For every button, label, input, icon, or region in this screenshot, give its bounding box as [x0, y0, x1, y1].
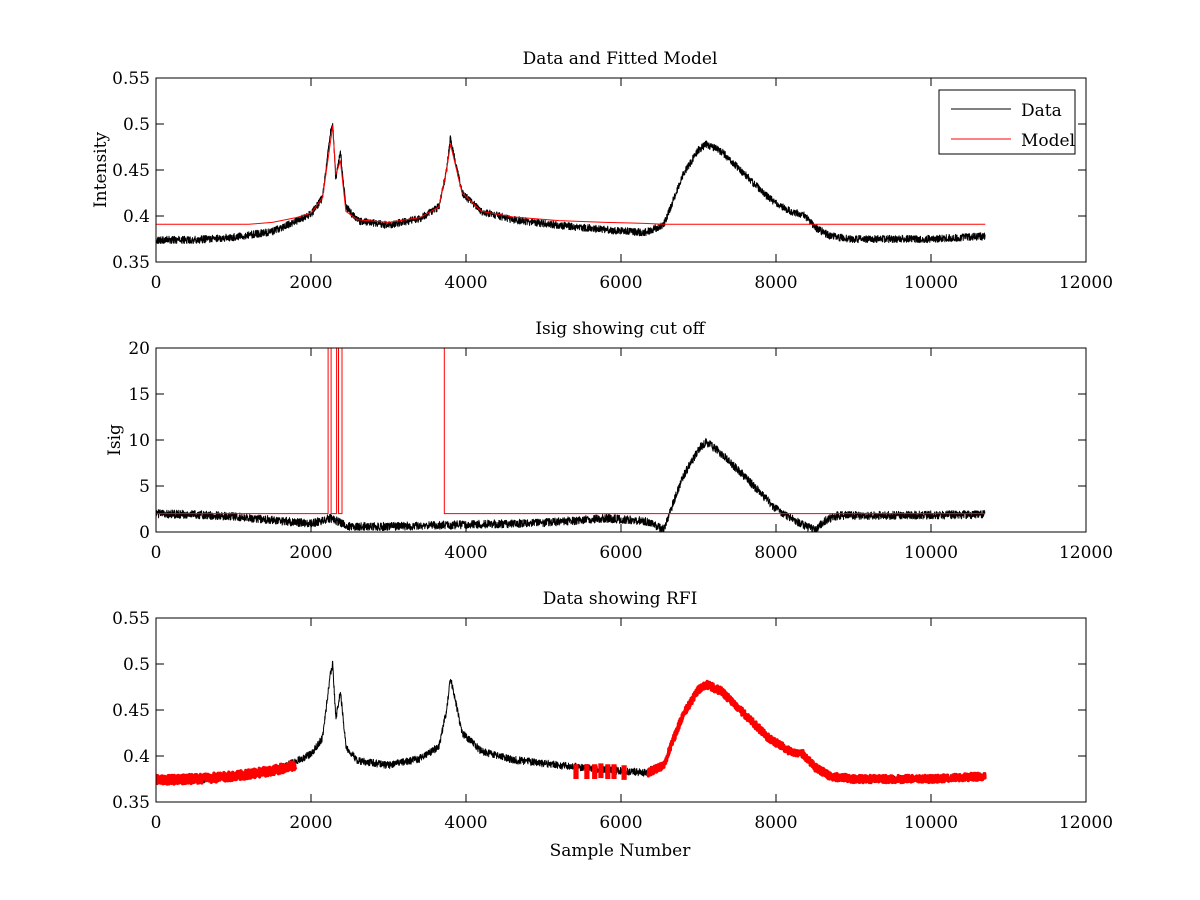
panel-2-ytick-label: 5: [139, 477, 150, 497]
panel-3-ytick-label: 0.35: [112, 793, 150, 813]
panel-1-legend: Data Model: [938, 89, 1076, 155]
panel-1-ytick-label: 0.35: [112, 253, 150, 273]
panel-2-ylabel: Isig: [105, 424, 125, 456]
panel-2-xtick-label: 2000: [289, 543, 332, 563]
panel-3-xtick-label: 8000: [754, 813, 797, 833]
panel-3-series-3: [646, 679, 987, 785]
panel-3-series-4: [573, 763, 627, 780]
panel-3-xtick-label: 10000: [904, 813, 958, 833]
panel-3-plot: [156, 660, 987, 786]
panel-2-xtick-label: 0: [151, 543, 162, 563]
panel-2-ticks: 0 2000 4000 6000 8000 10000 12000 0 5 10 15 20: [128, 339, 1113, 563]
panel-2-xtick-label: 12000: [1059, 543, 1113, 563]
panel-2-xtick-label: 8000: [754, 543, 797, 563]
legend-model-label: Model: [1021, 131, 1075, 151]
panel-1-ytick-label: 0.55: [112, 69, 150, 89]
panel-1-series-2: [156, 125, 986, 225]
panel-1-series-1: [156, 123, 986, 245]
panel-1-xtick-label: 0: [151, 273, 162, 293]
panel-2-xtick-label: 4000: [444, 543, 487, 563]
panel-2-plot: [156, 348, 986, 532]
panel-1-title: Data and Fitted Model: [523, 49, 718, 69]
panel-3-ticks: 0 2000 4000 6000 8000 10000 12000 0.35 0.4 0.45 0.…: [112, 609, 1113, 833]
panel-3-title: Data showing RFI: [543, 589, 698, 609]
panel-3-ytick-label: 0.4: [123, 747, 150, 767]
panel-1-xtick-label: 4000: [444, 273, 487, 293]
panel-1-plot: [156, 123, 986, 245]
panel-2: Isig showing cut off Isig 0 2000 4000 6000 8…: [105, 319, 1113, 563]
panel-2-ytick-label: 15: [128, 385, 150, 405]
panel-1-xtick-label: 10000: [904, 273, 958, 293]
panel-1-ylabel: Intensity: [91, 132, 111, 208]
panel-1-xtick-label: 2000: [289, 273, 332, 293]
panel-3-ytick-label: 0.55: [112, 609, 150, 629]
panel-1-xtick-label: 12000: [1059, 273, 1113, 293]
panel-3-xtick-label: 12000: [1059, 813, 1113, 833]
panel-2-ytick-label: 10: [128, 431, 150, 451]
panel-2-title: Isig showing cut off: [535, 319, 706, 339]
panel-3-ytick-label: 0.45: [112, 701, 150, 721]
panel-1-ticks: 0 2000 4000 6000 8000 10000 12000 0.35 0.4 0.45 0.…: [112, 69, 1113, 293]
panel-3-xtick-label: 0: [151, 813, 162, 833]
panel-1-ytick-label: 0.5: [123, 115, 150, 135]
panel-3: Data showing RFI Sample Number 0 2000 4000…: [112, 589, 1113, 861]
panel-2-xtick-label: 6000: [599, 543, 642, 563]
legend-data-label: Data: [1021, 101, 1062, 121]
panel-1-xtick-label: 6000: [599, 273, 642, 293]
panel-2-series-1: [156, 438, 986, 532]
panel-1: Data and Fitted Model Intensity 0 2000 400…: [91, 49, 1113, 293]
panel-1-xtick-label: 8000: [754, 273, 797, 293]
panel-2-series-2: [156, 348, 986, 515]
panel-3-xtick-label: 6000: [599, 813, 642, 833]
panel-1-ytick-label: 0.4: [123, 207, 150, 227]
panel-3-xtick-label: 4000: [444, 813, 487, 833]
panel-2-ytick-label: 0: [139, 523, 150, 543]
panel-3-xlabel: Sample Number: [550, 841, 692, 861]
panel-2-xtick-label: 10000: [904, 543, 958, 563]
panel-3-xtick-label: 2000: [289, 813, 332, 833]
panel-3-series-2: [156, 760, 298, 786]
panel-2-ytick-label: 20: [128, 339, 150, 359]
panel-1-ytick-label: 0.45: [112, 161, 150, 181]
legend-box: [938, 89, 1076, 155]
panel-3-ytick-label: 0.5: [123, 655, 150, 675]
